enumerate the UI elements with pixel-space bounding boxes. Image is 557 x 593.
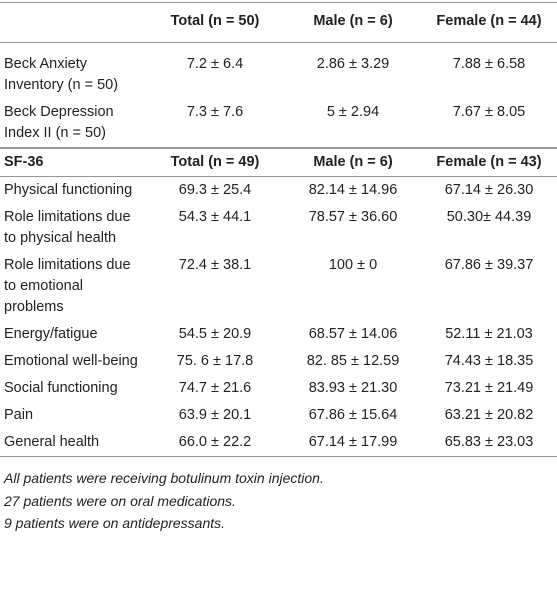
- value-cell: 52.11 ± 21.03: [445, 326, 533, 342]
- footnote: 9 patients were on antidepressants.: [4, 515, 226, 531]
- value-cell: 7.67 ± 8.05: [452, 104, 526, 120]
- value-cell: 2.86 ± 3.29: [316, 56, 390, 72]
- value-cell: 74.43 ± 18.35: [444, 353, 534, 369]
- table-row: Emotional well-being 75. 6 ± 17.8 82. 85 ±…: [0, 348, 557, 375]
- value-cell: 75. 6 ± 17.8: [176, 353, 254, 369]
- header-cell: Male (n = 6): [313, 154, 393, 170]
- value-cell: 66.0 ± 22.2: [178, 434, 252, 450]
- header-cell: Total (n = 50): [170, 13, 260, 29]
- value-cell: 50.30± 44.39: [446, 209, 532, 225]
- footnotes: All patients were receiving botulinum to…: [0, 467, 557, 535]
- header-cell: Male (n = 6): [313, 13, 393, 29]
- value-cell: 7.2 ± 6.4: [186, 56, 244, 72]
- value-cell: 82. 85 ± 12.59: [306, 353, 400, 369]
- value-cell: 67.86 ± 39.37: [444, 257, 534, 273]
- row-label: Physical functioning: [4, 182, 133, 198]
- value-cell: 74.7 ± 21.6: [178, 380, 252, 396]
- header-cell: SF-36: [4, 154, 44, 170]
- header-row: Total (n = 50) Male (n = 6) Female (n = 44…: [0, 2, 557, 43]
- value-cell: 65.83 ± 23.03: [444, 434, 534, 450]
- header-cell: Female (n = 44): [436, 13, 542, 29]
- row-label: Beck Depression Index II (n = 50): [4, 104, 114, 141]
- value-cell: 69.3 ± 25.4: [178, 182, 252, 198]
- value-cell: 100 ± 0: [328, 257, 378, 273]
- table-row: Physical functioning 69.3 ± 25.4 82.14 ± 1…: [0, 177, 557, 205]
- value-cell: 67.86 ± 15.64: [308, 407, 398, 423]
- row-label: Role limitations due to emotional proble…: [4, 257, 131, 315]
- footnote: All patients were receiving botulinum to…: [4, 470, 324, 486]
- table-row: Role limitations due to physical health 5…: [0, 204, 557, 252]
- row-label: Emotional well-being: [4, 353, 138, 369]
- value-cell: 78.57 ± 36.60: [308, 209, 398, 225]
- value-cell: 67.14 ± 17.99: [308, 434, 398, 450]
- row-label: Pain: [4, 407, 34, 423]
- table-row: Pain 63.9 ± 20.1 67.86 ± 15.64 63.21 ± 20.8…: [0, 402, 557, 429]
- row-label: General health: [4, 434, 100, 450]
- value-cell: 7.3 ± 7.6: [186, 104, 244, 120]
- results-table: Total (n = 50) Male (n = 6) Female (n = 44…: [0, 2, 557, 457]
- value-cell: 83.93 ± 21.30: [308, 380, 398, 396]
- table-row: Beck Depression Index II (n = 50) 7.3 ± 7…: [0, 99, 557, 148]
- value-cell: 82.14 ± 14.96: [308, 182, 398, 198]
- table-row: Energy/fatigue 54.5 ± 20.9 68.57 ± 14.06 52…: [0, 321, 557, 348]
- value-cell: 63.21 ± 20.82: [444, 407, 534, 423]
- value-cell: 68.57 ± 14.06: [308, 326, 398, 342]
- footnote: 27 patients were on oral medications.: [4, 492, 236, 509]
- header-cell: [0, 3, 145, 43]
- value-cell: 5 ± 2.94: [326, 104, 380, 120]
- row-label: Beck Anxiety Inventory (n = 50): [4, 56, 119, 93]
- value-cell: 54.3 ± 44.1: [178, 209, 252, 225]
- value-cell: 7.88 ± 6.58: [452, 56, 526, 72]
- row-label: Social functioning: [4, 380, 118, 396]
- table-row: Beck Anxiety Inventory (n = 50) 7.2 ± 6.4…: [0, 43, 557, 100]
- header-cell: Female (n = 43): [436, 154, 542, 170]
- value-cell: 63.9 ± 20.1: [178, 407, 252, 423]
- table-row: Role limitations due to emotional proble…: [0, 252, 557, 321]
- section-header-row: SF-36 Total (n = 49) Male (n = 6) Female (n…: [0, 148, 557, 177]
- row-label: Energy/fatigue: [4, 326, 98, 342]
- header-cell: Total (n = 49): [170, 154, 260, 170]
- value-cell: 67.14 ± 26.30: [444, 182, 534, 198]
- table-row: General health 66.0 ± 22.2 67.14 ± 17.99 65…: [0, 429, 557, 457]
- value-cell: 73.21 ± 21.49: [444, 380, 534, 396]
- row-label: Role limitations due to physical health: [4, 209, 131, 246]
- value-cell: 72.4 ± 38.1: [178, 257, 252, 273]
- value-cell: 54.5 ± 20.9: [178, 326, 252, 342]
- table-row: Social functioning 74.7 ± 21.6 83.93 ± 21.…: [0, 375, 557, 402]
